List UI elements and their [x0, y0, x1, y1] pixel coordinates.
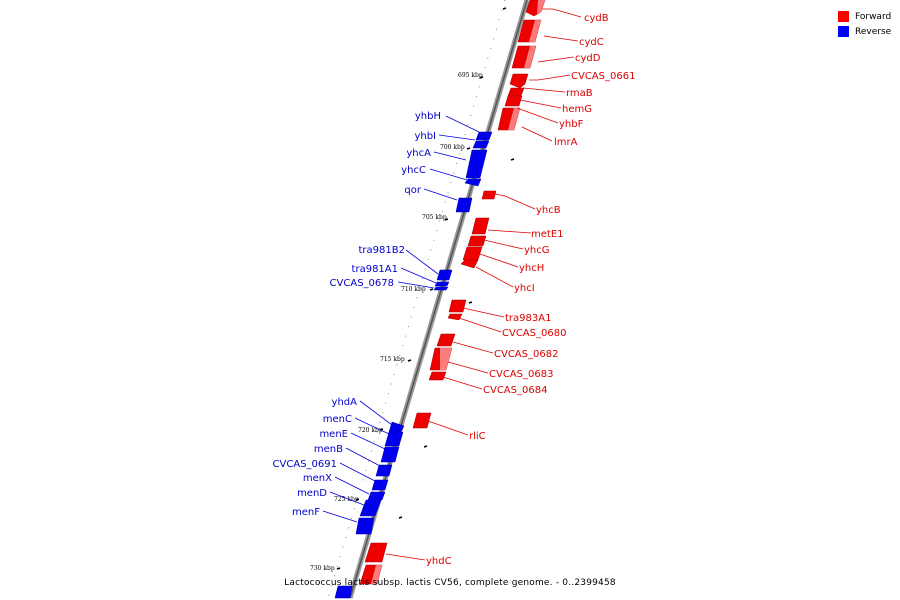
gene-label-forward[interactable]: yhcH: [519, 263, 544, 274]
scale-dotted-line: [327, 0, 506, 599]
tick-label: 720 kbp: [358, 427, 383, 434]
tick-label: 715 kbp: [380, 356, 405, 363]
gene-label-reverse[interactable]: menC: [323, 414, 352, 425]
gene-label-reverse[interactable]: menF: [292, 507, 320, 518]
gene-label-reverse[interactable]: yhdA: [332, 397, 358, 408]
reverse-connectors: [322, 115, 480, 523]
gene-label-reverse[interactable]: tra981B2: [359, 245, 405, 256]
legend-forward: Forward: [838, 9, 891, 24]
legend-reverse-swatch: [838, 26, 849, 37]
gene-label-reverse[interactable]: yhcC: [401, 165, 426, 176]
tick-label: 695 kbp: [458, 72, 483, 79]
gene-label-reverse[interactable]: CVCAS_0678: [330, 278, 394, 289]
gene-label-forward[interactable]: CVCAS_0682: [494, 349, 558, 360]
gene-label-forward[interactable]: CVCAS_0683: [489, 369, 553, 380]
forward-connectors: [385, 8, 582, 561]
gene-label-forward[interactable]: yhcG: [524, 245, 550, 256]
gene-label-forward[interactable]: cydD: [575, 53, 601, 64]
gene-label-forward[interactable]: yhcB: [536, 205, 561, 216]
gene-label-forward[interactable]: cydB: [584, 13, 609, 24]
gene-label-reverse[interactable]: CVCAS_0691: [273, 459, 337, 470]
gene-label-reverse[interactable]: menE: [319, 429, 348, 440]
legend-forward-swatch: [838, 11, 849, 22]
tick-label: 725 kbp: [334, 496, 359, 503]
legend-forward-label: Forward: [855, 11, 892, 22]
gene-label-forward[interactable]: hemG: [562, 104, 592, 115]
gene-label-forward[interactable]: cydC: [579, 37, 604, 48]
legend-reverse: Reverse: [838, 24, 891, 39]
gene-label-reverse[interactable]: yhbH: [415, 111, 441, 122]
tick-label: 710 kbp: [401, 286, 426, 293]
gene-label-reverse[interactable]: menD: [297, 488, 327, 499]
gene-label-forward[interactable]: rmaB: [566, 88, 593, 99]
gene-label-forward[interactable]: yhdC: [426, 556, 452, 567]
gene-label-forward[interactable]: yhcI: [514, 283, 535, 294]
reverse-gene-blocks: [334, 131, 493, 599]
tick-label: 730 kbp: [310, 565, 335, 572]
gene-label-forward[interactable]: lmrA: [554, 137, 578, 148]
legend: Forward Reverse: [838, 9, 891, 39]
tick-label: 705 kbp: [422, 214, 447, 221]
gene-label-reverse[interactable]: yhcA: [406, 148, 431, 159]
gene-label-forward[interactable]: yhbF: [559, 119, 584, 130]
forward-gene-highlights: [371, 0, 545, 584]
gene-label-reverse[interactable]: menB: [314, 444, 343, 455]
gene-label-forward[interactable]: CVCAS_0661: [571, 71, 635, 82]
legend-reverse-label: Reverse: [855, 26, 892, 37]
genome-caption: Lactococcus lactis subsp. lactis CV56, c…: [284, 578, 616, 588]
gene-label-forward[interactable]: CVCAS_0680: [502, 328, 566, 339]
gene-label-reverse[interactable]: qor: [404, 185, 421, 196]
gene-label-reverse[interactable]: menX: [303, 473, 332, 484]
gene-label-reverse[interactable]: yhbI: [414, 131, 436, 142]
gene-label-forward[interactable]: tra983A1: [505, 313, 551, 324]
tick-label: 700 kbp: [440, 144, 465, 151]
gene-label-forward[interactable]: CVCAS_0684: [483, 385, 547, 396]
scale-ticks: [336, 7, 515, 570]
gene-label-reverse[interactable]: tra981A1: [352, 264, 398, 275]
gene-label-forward[interactable]: metE1: [531, 229, 564, 240]
gene-label-forward[interactable]: rliC: [469, 431, 486, 442]
